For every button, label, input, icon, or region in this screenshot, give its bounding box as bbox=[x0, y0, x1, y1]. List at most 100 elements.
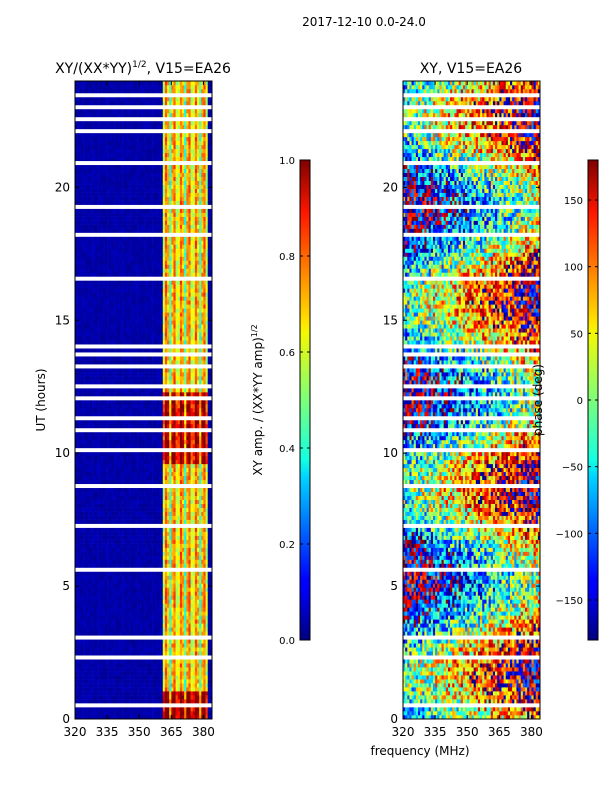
heatmap-cell bbox=[167, 519, 170, 524]
heatmap-cell bbox=[205, 459, 209, 465]
heatmap-cell bbox=[177, 411, 181, 417]
heatmap-cell bbox=[205, 543, 209, 548]
heatmap-cell bbox=[190, 471, 194, 477]
heatmap-cell bbox=[182, 403, 185, 409]
heatmap-cell bbox=[182, 435, 185, 441]
heatmap-cell bbox=[184, 559, 187, 564]
heatmap-cell bbox=[190, 555, 194, 560]
heatmap-cell bbox=[147, 575, 151, 580]
heatmap-cell bbox=[164, 671, 168, 676]
heatmap-cell bbox=[194, 599, 198, 604]
heatmap-cell bbox=[139, 675, 142, 680]
heatmap-cell bbox=[109, 715, 112, 720]
heatmap-cell bbox=[201, 595, 204, 600]
heatmap-cell bbox=[113, 403, 116, 409]
heatmap-cell bbox=[77, 431, 80, 437]
heatmap-cell bbox=[147, 471, 151, 477]
heatmap-cell bbox=[79, 611, 82, 616]
heatmap-cell bbox=[132, 507, 136, 512]
heatmap-cell bbox=[100, 675, 104, 680]
heatmap-cell bbox=[169, 571, 172, 576]
heatmap-cell bbox=[124, 599, 127, 604]
heatmap-cell bbox=[192, 707, 196, 712]
heatmap-cell bbox=[111, 595, 114, 600]
heatmap-cell bbox=[192, 419, 196, 425]
heatmap-cell bbox=[186, 487, 189, 493]
heatmap-cell bbox=[143, 563, 146, 568]
heatmap-cell bbox=[197, 527, 200, 532]
heatmap-cell bbox=[173, 511, 176, 516]
heatmap-cell bbox=[149, 615, 153, 620]
heatmap-cell bbox=[182, 607, 185, 612]
heatmap-cell bbox=[98, 587, 101, 592]
heatmap-cell bbox=[132, 495, 136, 500]
heatmap-cell bbox=[130, 411, 134, 417]
heatmap-cell bbox=[184, 547, 187, 552]
heatmap-cell bbox=[186, 699, 189, 704]
heatmap-cell bbox=[143, 411, 146, 417]
heatmap-cell bbox=[100, 459, 104, 465]
heatmap-cell bbox=[177, 451, 181, 457]
heatmap-cell bbox=[117, 691, 121, 696]
heatmap-cell bbox=[94, 459, 97, 465]
heatmap-cell bbox=[94, 715, 97, 720]
heatmap-cell bbox=[164, 555, 168, 560]
heatmap-cell bbox=[94, 643, 97, 648]
heatmap-cell bbox=[194, 419, 198, 425]
heatmap-cell bbox=[134, 407, 138, 413]
heatmap-cell bbox=[143, 471, 146, 477]
heatmap-cell bbox=[94, 511, 97, 516]
heatmap-cell bbox=[152, 535, 155, 540]
heatmap-cell bbox=[132, 619, 136, 624]
heatmap-cell bbox=[75, 555, 78, 560]
heatmap-cell bbox=[147, 467, 151, 473]
heatmap-cell bbox=[122, 455, 125, 461]
heatmap-cell bbox=[117, 360, 121, 365]
heatmap-cell bbox=[190, 627, 194, 632]
heatmap-cell bbox=[81, 419, 84, 425]
heatmap-cell bbox=[162, 675, 166, 680]
heatmap-cell bbox=[87, 503, 91, 508]
heatmap-cell bbox=[199, 400, 202, 405]
heatmap-cell bbox=[194, 507, 198, 512]
heatmap-cell bbox=[130, 531, 134, 536]
heatmap-cell bbox=[75, 579, 78, 584]
heatmap-cell bbox=[89, 579, 93, 584]
heatmap-cell bbox=[83, 511, 87, 516]
heatmap-cell bbox=[143, 360, 146, 365]
heatmap-cell bbox=[173, 372, 176, 377]
heatmap-cell bbox=[83, 403, 87, 409]
heatmap-cell bbox=[81, 527, 84, 532]
heatmap-cell bbox=[192, 619, 196, 624]
heatmap-cell bbox=[139, 380, 142, 385]
heatmap-cell bbox=[190, 491, 194, 496]
heatmap-cell bbox=[160, 407, 164, 413]
heatmap-cell bbox=[115, 555, 119, 560]
heatmap-cell bbox=[179, 579, 183, 584]
heatmap-cell bbox=[77, 619, 80, 624]
heatmap-cell bbox=[81, 591, 84, 596]
heatmap-cell bbox=[156, 687, 159, 692]
heatmap-cell bbox=[117, 543, 121, 548]
heatmap-cell bbox=[184, 487, 187, 493]
heatmap-cell bbox=[100, 435, 104, 441]
heatmap-cell bbox=[192, 667, 196, 672]
heatmap-cell bbox=[85, 675, 89, 680]
heatmap-cell bbox=[149, 499, 153, 504]
heatmap-cell bbox=[75, 491, 78, 496]
heatmap-cell bbox=[171, 403, 174, 409]
heatmap-cell bbox=[85, 419, 89, 425]
heatmap-cell bbox=[92, 511, 95, 516]
heatmap-cell bbox=[160, 587, 164, 592]
heatmap-cell bbox=[113, 495, 116, 500]
heatmap-cell bbox=[81, 431, 84, 437]
flagged-row bbox=[75, 635, 212, 640]
heatmap-cell bbox=[100, 671, 104, 676]
heatmap-cell bbox=[184, 699, 187, 704]
heatmap-cell bbox=[175, 419, 179, 425]
heatmap-cell bbox=[182, 471, 185, 477]
heatmap-cell bbox=[79, 543, 82, 548]
heatmap-cell bbox=[192, 487, 196, 493]
heatmap-cell bbox=[179, 563, 183, 568]
heatmap-cell bbox=[203, 627, 206, 632]
